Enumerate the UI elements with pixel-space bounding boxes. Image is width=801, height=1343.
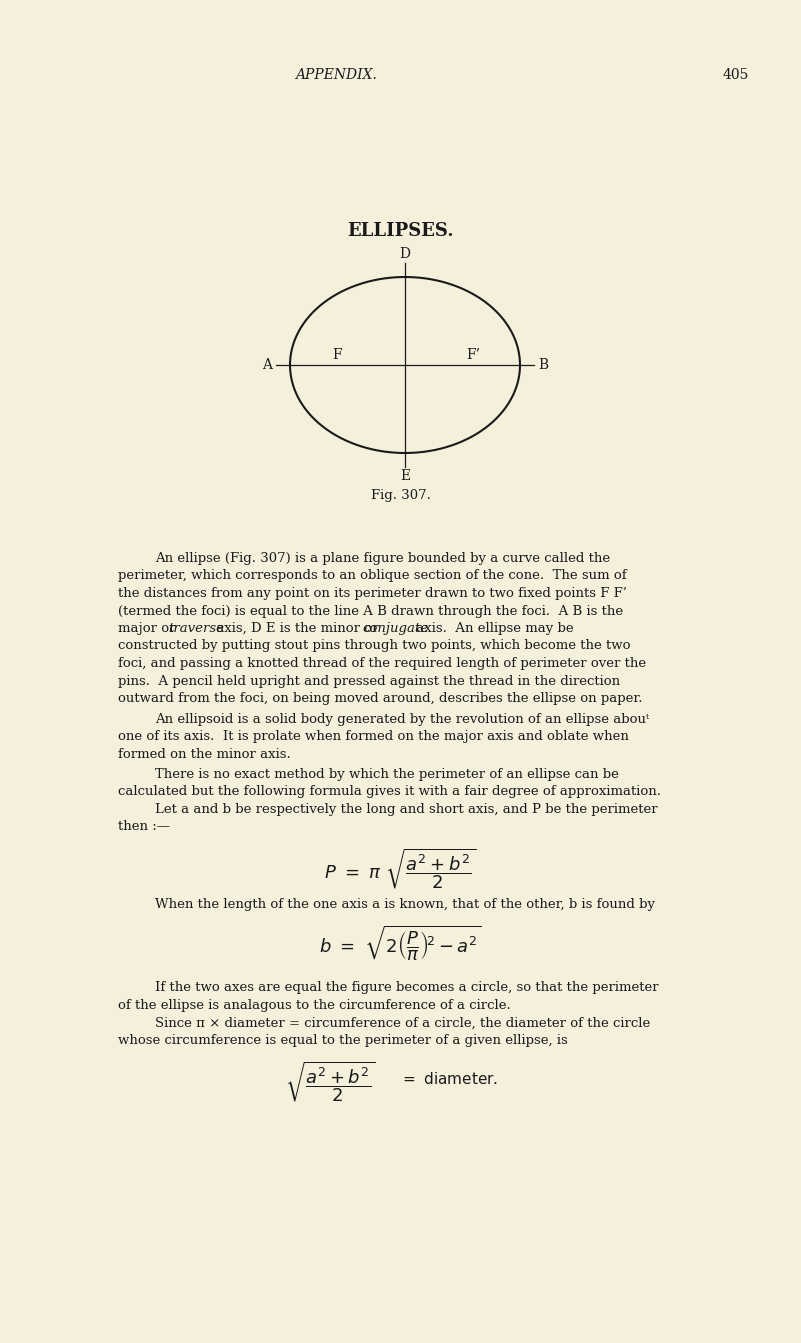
Text: A: A [262,359,272,372]
Text: $= \ \mathrm{diameter.}$: $= \ \mathrm{diameter.}$ [400,1072,498,1088]
Text: APPENDIX.: APPENDIX. [295,68,377,82]
Text: conjugate: conjugate [362,622,429,635]
Text: major or: major or [118,622,179,635]
Text: the distances from any point on its perimeter drawn to two fixed points F F’: the distances from any point on its peri… [118,587,627,600]
Text: There is no exact method by which the perimeter of an ellipse can be: There is no exact method by which the pe… [155,768,619,782]
Text: D: D [400,247,410,261]
Text: constructed by putting stout pins through two points, which become the two: constructed by putting stout pins throug… [118,639,630,653]
Text: (termed the foci) is equal to the line A B drawn through the foci.  A B is the: (termed the foci) is equal to the line A… [118,604,623,618]
Text: of the ellipse is analagous to the circumference of a circle.: of the ellipse is analagous to the circu… [118,999,511,1013]
Text: pins.  A pencil held upright and pressed against the thread in the direction: pins. A pencil held upright and pressed … [118,674,620,688]
Text: traverse: traverse [168,622,224,635]
Text: axis, D E is the minor or: axis, D E is the minor or [212,622,383,635]
Text: axis.  An ellipse may be: axis. An ellipse may be [413,622,574,635]
Text: $\sqrt{\dfrac{a^2 + b^2}{2}}$: $\sqrt{\dfrac{a^2 + b^2}{2}}$ [284,1060,376,1104]
Text: An ellipse (Fig. 307) is a plane figure bounded by a curve called the: An ellipse (Fig. 307) is a plane figure … [155,552,610,565]
Text: If the two axes are equal the figure becomes a circle, so that the perimeter: If the two axes are equal the figure bec… [155,982,658,995]
Text: outward from the foci, on being moved around, describes the ellipse on paper.: outward from the foci, on being moved ar… [118,692,642,705]
Text: whose circumference is equal to the perimeter of a given ellipse, is: whose circumference is equal to the peri… [118,1034,568,1048]
Text: perimeter, which corresponds to an oblique section of the cone.  The sum of: perimeter, which corresponds to an obliq… [118,569,626,583]
Text: F: F [332,348,342,363]
Text: then :—: then :— [118,821,170,834]
Text: $b \ = \ \sqrt{2\left(\dfrac{P}{\pi}\right)^{\!2} - a^2}$: $b \ = \ \sqrt{2\left(\dfrac{P}{\pi}\rig… [320,924,481,963]
Text: calculated but the following formula gives it with a fair degree of approximatio: calculated but the following formula giv… [118,786,661,799]
Text: Let a and b be respectively the long and short axis, and P be the perimeter: Let a and b be respectively the long and… [155,803,658,817]
Text: Fig. 307.: Fig. 307. [371,489,430,502]
Text: Since π × diameter = circumference of a circle, the diameter of the circle: Since π × diameter = circumference of a … [155,1017,650,1030]
Text: 405: 405 [723,68,750,82]
Text: one of its axis.  It is prolate when formed on the major axis and oblate when: one of its axis. It is prolate when form… [118,731,629,743]
Text: E: E [400,469,410,483]
Text: foci, and passing a knotted thread of the required length of perimeter over the: foci, and passing a knotted thread of th… [118,657,646,670]
Text: F’: F’ [466,348,480,363]
Text: When the length of the one axis a is known, that of the other, b is found by: When the length of the one axis a is kno… [155,898,655,911]
Text: ELLIPSES.: ELLIPSES. [347,222,454,240]
Text: formed on the minor axis.: formed on the minor axis. [118,748,291,760]
Text: B: B [538,359,548,372]
Text: An ellipsoid is a solid body generated by the revolution of an ellipse abouᵗ: An ellipsoid is a solid body generated b… [155,713,650,725]
Text: $P \ = \ \pi \ \sqrt{\dfrac{a^2 + b^2}{2}}$: $P \ = \ \pi \ \sqrt{\dfrac{a^2 + b^2}{2… [324,846,477,890]
